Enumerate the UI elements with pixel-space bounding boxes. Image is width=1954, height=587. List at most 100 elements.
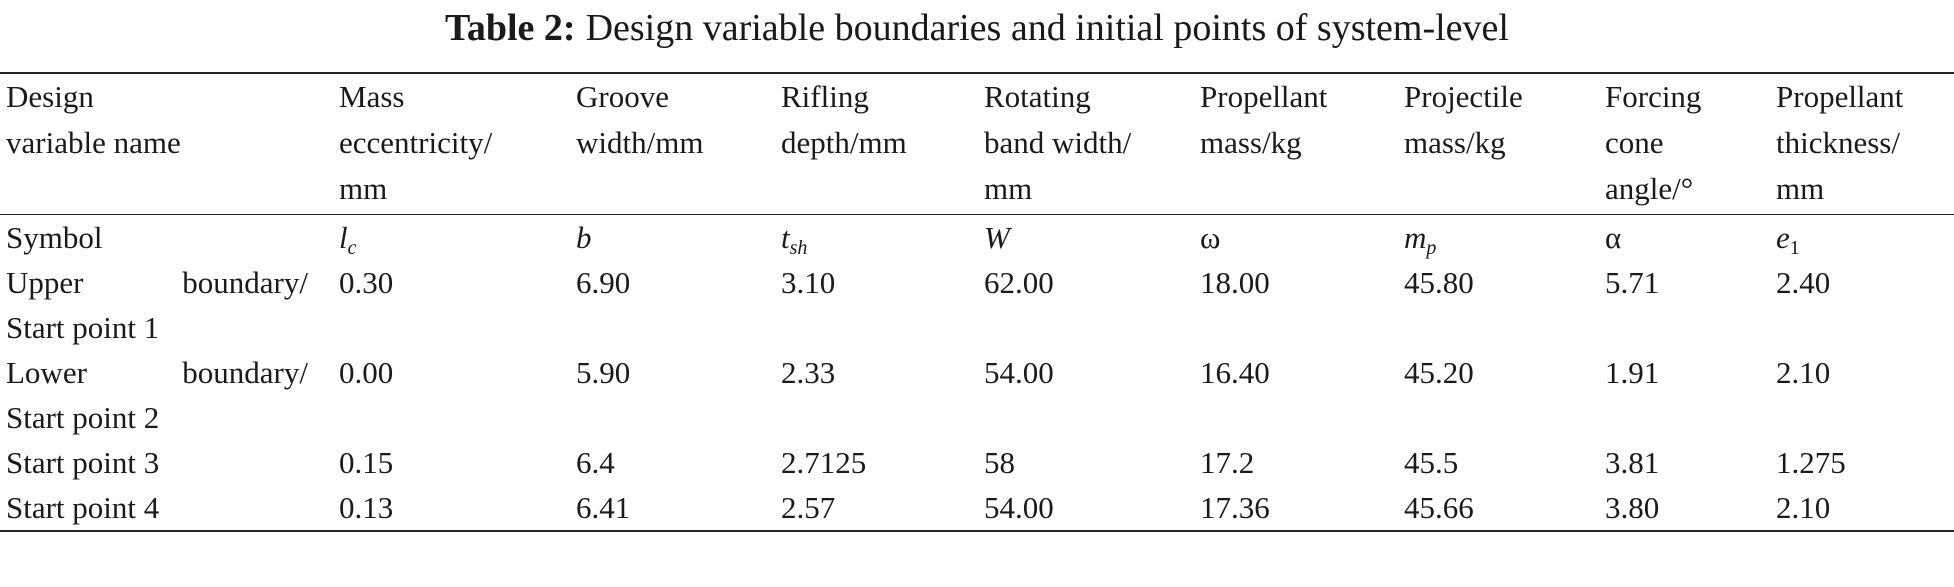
row-label: Lower boundary/Start point 2 — [0, 350, 339, 440]
symbol-cell: ω — [1200, 215, 1404, 261]
header-line: thickness/ — [1776, 125, 1900, 160]
header-line: Groove — [576, 79, 669, 114]
title-label: Table 2: — [445, 7, 576, 49]
table-header: Design variable name Mass eccentricity/mm Gr… — [0, 73, 1954, 215]
data-cell: 3.10 — [781, 265, 836, 300]
data-cell: 45.80 — [1404, 265, 1474, 300]
symbol-base: l — [339, 220, 348, 255]
data-cell: 2.7125 — [781, 445, 867, 480]
table-title: Table 2: Design variable boundaries and i… — [0, 6, 1954, 50]
row-label: Start point 3 — [0, 440, 339, 485]
symbol-cell: tsh — [781, 215, 984, 261]
data-cell: 45.66 — [1404, 490, 1474, 525]
symbol-cell: b — [576, 215, 781, 261]
symbol-subscript: c — [347, 237, 357, 259]
row-label: Upper boundary/Start point 1 — [0, 260, 339, 350]
data-cell: 6.4 — [576, 445, 615, 480]
data-cell: 0.15 — [339, 445, 394, 480]
header-cell: Propellant mass/kg — [1200, 73, 1404, 215]
data-cell: 54.00 — [984, 355, 1054, 390]
header-line: mm — [1776, 171, 1825, 206]
data-cell: 2.33 — [781, 355, 836, 390]
symbol-base: ω — [1200, 220, 1221, 255]
symbol-base: t — [781, 220, 790, 255]
header-line: variable name — [6, 125, 181, 160]
data-row: Upper boundary/Start point 1 0.30 6.90 3.10… — [0, 260, 1954, 350]
header-line: mass/kg — [1200, 125, 1302, 160]
header-cell: Groove width/mm — [576, 73, 781, 215]
header-cell: Forcing cone angle/° — [1605, 73, 1776, 215]
data-cell: 17.2 — [1200, 445, 1255, 480]
data-row: Start point 4 0.13 6.41 2.57 54.00 17.36 45.66… — [0, 485, 1954, 531]
header-line: mass/kg — [1404, 125, 1506, 160]
data-cell: 2.10 — [1776, 490, 1831, 525]
symbol-cell: lc — [339, 215, 576, 261]
title-text: Design variable boundaries and initial p… — [585, 7, 1509, 49]
row-label-line: Lower boundary/ — [6, 355, 308, 390]
symbol-base: e — [1776, 220, 1790, 255]
header-line: eccentricity/ — [339, 125, 493, 160]
symbol-cell: W — [984, 215, 1200, 261]
header-line: mm — [339, 171, 388, 206]
data-cell: 6.41 — [576, 490, 631, 525]
data-cell: 3.80 — [1605, 490, 1660, 525]
symbol-subscript: 1 — [1789, 237, 1800, 259]
data-cell: 1.275 — [1776, 445, 1846, 480]
data-cell: 0.00 — [339, 355, 394, 390]
header-line: Rotating — [984, 79, 1091, 114]
data-cell: 0.30 — [339, 265, 394, 300]
row-label-line: Start point 2 — [6, 400, 160, 435]
data-cell: 2.57 — [781, 490, 836, 525]
header-cell: Design variable name — [0, 73, 339, 215]
symbol-base: m — [1404, 220, 1427, 255]
row-label: Start point 4 — [0, 485, 339, 531]
data-cell: 5.90 — [576, 355, 631, 390]
data-cell: 5.71 — [1605, 265, 1660, 300]
data-cell: 62.00 — [984, 265, 1054, 300]
data-cell: 0.13 — [339, 490, 394, 525]
header-cell: Rotating band width/mm — [984, 73, 1200, 215]
header-line: mm — [984, 171, 1033, 206]
data-row: Lower boundary/Start point 2 0.00 5.90 2.33… — [0, 350, 1954, 440]
symbol-base: W — [984, 220, 1010, 255]
data-cell: 2.10 — [1776, 355, 1831, 390]
header-cell: Rifling depth/mm — [781, 73, 984, 215]
header-line: depth/mm — [781, 125, 907, 160]
header-cell: Mass eccentricity/mm — [339, 73, 576, 215]
symbol-cell: mp — [1404, 215, 1605, 261]
header-line: Propellant — [1200, 79, 1328, 114]
data-row: Start point 3 0.15 6.4 2.7125 58 17.2 45.5 3.81… — [0, 440, 1954, 485]
header-cell: Projectile mass/kg — [1404, 73, 1605, 215]
data-cell: 54.00 — [984, 490, 1054, 525]
header-line: Mass — [339, 79, 405, 114]
data-cell: 3.81 — [1605, 445, 1660, 480]
data-cell: 17.36 — [1200, 490, 1270, 525]
row-label-line: Start point 4 — [6, 490, 160, 525]
row-label: Symbol — [6, 220, 103, 255]
row-label-line: Start point 3 — [6, 445, 160, 480]
header-line: Rifling — [781, 79, 869, 114]
header-line: angle/° — [1605, 171, 1694, 206]
header-line: width/mm — [576, 125, 704, 160]
row-label-line: Start point 1 — [6, 310, 160, 345]
data-cell: 2.40 — [1776, 265, 1831, 300]
symbol-subscript: p — [1426, 237, 1437, 259]
table: Design variable name Mass eccentricity/mm Gr… — [0, 72, 1954, 532]
header-line: Design — [6, 79, 94, 114]
data-cell: 45.5 — [1404, 445, 1459, 480]
data-cell: 18.00 — [1200, 265, 1270, 300]
data-cell: 58 — [984, 445, 1015, 480]
header-line: band width/ — [984, 125, 1132, 160]
header-line: Propellant — [1776, 79, 1904, 114]
header-line: Forcing — [1605, 79, 1702, 114]
header-row: Design variable name Mass eccentricity/mm Gr… — [0, 73, 1954, 215]
data-cell: 16.40 — [1200, 355, 1270, 390]
symbol-base: α — [1605, 220, 1622, 255]
symbol-base: b — [576, 220, 592, 255]
row-label-line: Upper boundary/ — [6, 265, 308, 300]
header-line: Projectile — [1404, 79, 1523, 114]
symbol-subscript: sh — [789, 237, 808, 259]
